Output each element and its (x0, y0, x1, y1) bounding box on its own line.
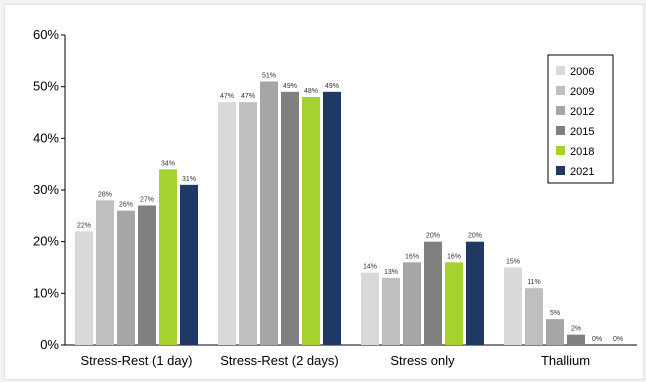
data-label: 5% (550, 310, 560, 317)
data-label: 28% (98, 191, 112, 198)
y-tick-label: 60% (33, 27, 59, 42)
legend-label: 2006 (570, 66, 594, 78)
data-label: 51% (262, 73, 276, 80)
data-label: 11% (527, 279, 541, 286)
bar-2012-2 (403, 262, 421, 345)
data-label: 48% (304, 88, 318, 95)
category-label: Stress only (390, 353, 455, 368)
bar-2021-0 (180, 184, 198, 345)
category-label: Stress-Rest (1 day) (81, 353, 193, 368)
bar-2018-0 (159, 169, 177, 345)
legend-swatch (556, 86, 565, 95)
data-label: 16% (405, 253, 419, 260)
data-label: 16% (447, 253, 461, 260)
category-label: Stress-Rest (2 days) (220, 353, 338, 368)
legend-swatch (556, 146, 565, 155)
bar-2015-2 (424, 241, 442, 345)
y-tick-label: 10% (33, 285, 59, 300)
data-label: 0% (592, 336, 602, 343)
data-label: 26% (119, 202, 133, 209)
bar-2021-2 (466, 241, 484, 345)
y-tick-label: 40% (33, 130, 59, 145)
y-tick-label: 20% (33, 234, 59, 249)
data-label: 14% (363, 264, 377, 271)
data-label: 2% (571, 326, 581, 333)
data-label: 31% (182, 176, 196, 183)
bar-2009-1 (239, 102, 257, 346)
data-label: 47% (241, 93, 255, 100)
bar-2012-1 (260, 81, 278, 345)
bar-chart: 0% 10% 20% 30% 40% 50% 60% 22% 28% 26% 27% 34% 31% 4… (33, 27, 637, 368)
bar-2006-3 (504, 267, 522, 345)
bar-2015-0 (138, 205, 156, 345)
data-label: 34% (161, 160, 175, 167)
y-tick-label: 50% (33, 79, 59, 94)
bar-2018-1 (302, 97, 320, 345)
bar-2015-1 (281, 91, 299, 345)
bar-2021-1 (323, 91, 341, 345)
data-label: 47% (220, 93, 234, 100)
legend-label: 2012 (570, 106, 594, 118)
legend-label: 2009 (570, 86, 594, 98)
data-label: 49% (283, 83, 297, 90)
y-axis-ticks: 0% 10% 20% 30% 40% 50% 60% (33, 27, 65, 352)
data-labels: 22% 28% 26% 27% 34% 31% 47% 47% 51% 49% 48% 49% 14% 1… (77, 73, 623, 344)
legend-box (547, 54, 614, 184)
data-label: 20% (468, 233, 482, 240)
legend-swatch (556, 126, 565, 135)
bar-2009-2 (382, 277, 400, 345)
bar-2009-0 (96, 200, 114, 345)
legend-swatch (556, 106, 565, 115)
legend-swatch (556, 166, 565, 175)
bar-2006-1 (218, 102, 236, 346)
bar-2012-3 (546, 319, 564, 345)
data-label: 0% (613, 336, 623, 343)
legend-label: 2021 (570, 166, 594, 178)
chart-frame: 0% 10% 20% 30% 40% 50% 60% 22% 28% 26% 27% 34% 31% 4… (4, 4, 644, 380)
bar-2012-0 (117, 210, 135, 345)
legend-label: 2015 (570, 126, 594, 138)
bar-2006-2 (361, 272, 379, 345)
legend: 2006 2009 2012 2015 2018 2021 (547, 54, 614, 184)
category-labels: Stress-Rest (1 day) Stress-Rest (2 days) S… (81, 353, 591, 368)
data-label: 22% (77, 222, 91, 229)
category-label: Thallium (541, 353, 590, 368)
bars (75, 81, 585, 346)
data-label: 49% (325, 83, 339, 90)
bar-2006-0 (75, 231, 93, 345)
bar-2018-2 (445, 262, 463, 345)
bar-2009-3 (525, 288, 543, 345)
data-label: 15% (506, 259, 520, 266)
data-label: 27% (140, 197, 154, 204)
y-tick-label: 0% (40, 337, 59, 352)
legend-label: 2018 (570, 146, 594, 158)
bar-2015-3 (567, 334, 585, 345)
data-label: 20% (426, 233, 440, 240)
y-tick-label: 30% (33, 182, 59, 197)
data-label: 13% (384, 269, 398, 276)
legend-swatch (556, 66, 565, 75)
